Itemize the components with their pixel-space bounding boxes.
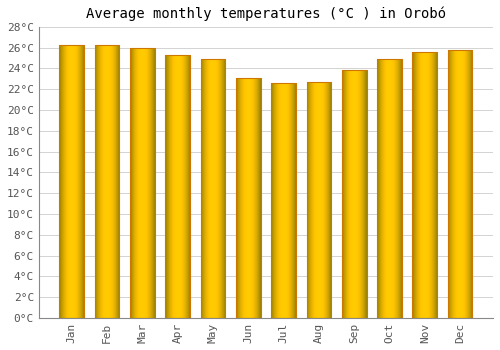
Title: Average monthly temperatures (°C ) in Orobó: Average monthly temperatures (°C ) in Or… [86, 7, 446, 21]
